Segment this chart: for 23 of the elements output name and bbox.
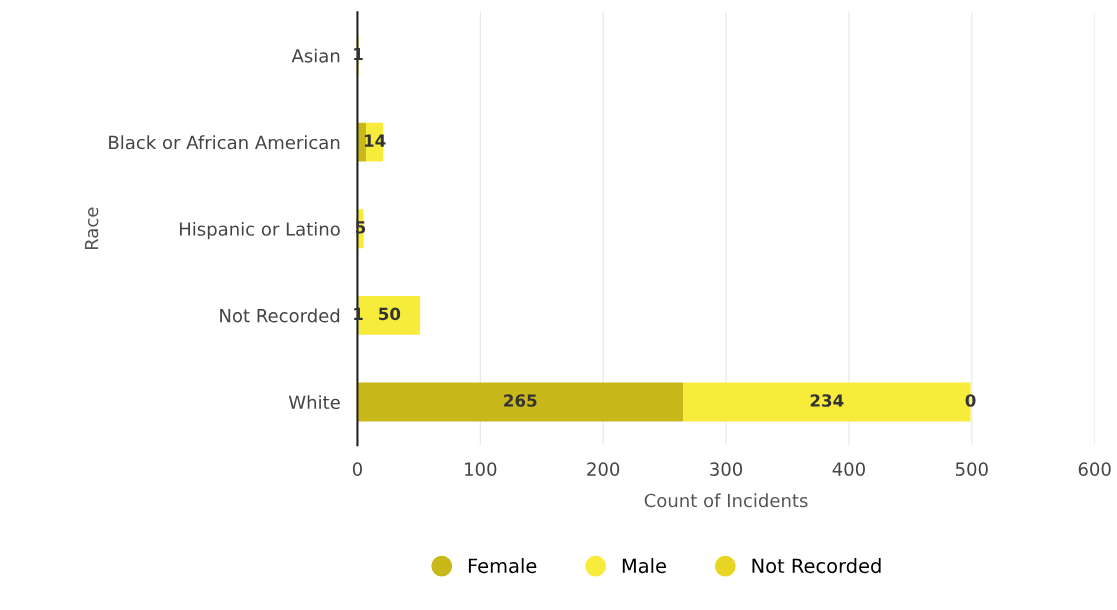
x-axis-title: Count of Incidents [644,493,808,508]
y-tick-label: Not Recorded [220,308,340,323]
x-tick-label: 0 [352,462,362,476]
x-tick-label: 100 [465,462,497,476]
x-tick-label: 400 [832,462,865,476]
x-tick-label: 200 [587,462,620,476]
data-label: 50 [379,307,401,321]
x-tick-label: 600 [1078,462,1111,476]
data-label: 1 [354,307,363,320]
bar [357,122,367,162]
y-tick-label: White [288,395,340,410]
legend-label: Male [622,558,666,574]
data-label: 234 [810,394,844,407]
y-tick-label: Hispanic or Latino [179,221,340,240]
data-label: 265 [504,394,537,407]
y-axis-title: Race [84,207,99,250]
x-tick-label: 300 [710,462,743,476]
x-tick-label: 500 [955,462,988,476]
legend-label: Not Recorded [752,558,881,574]
legend-label: Female [468,558,537,574]
y-tick-label: Black or African American [109,135,340,150]
bar [357,382,684,422]
y-tick-label: Asian [291,48,340,63]
